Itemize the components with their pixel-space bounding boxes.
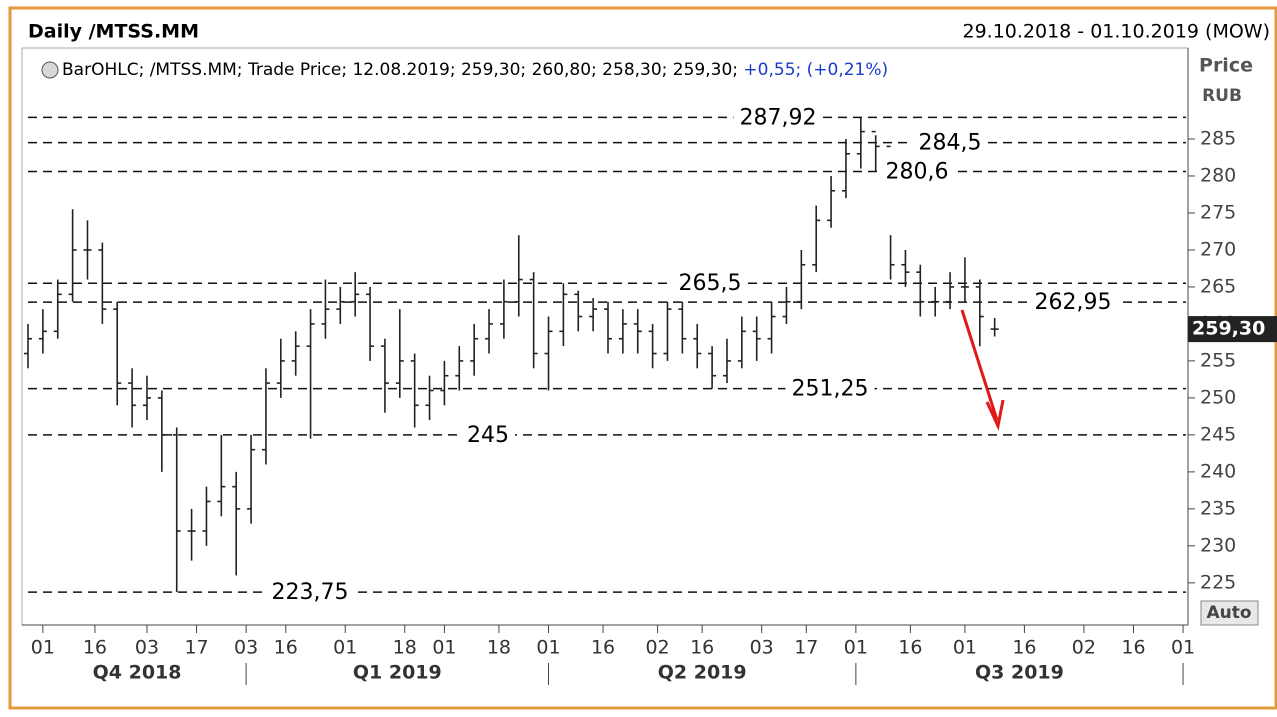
y-tick-label: 270	[1200, 238, 1236, 260]
legend-icon	[41, 61, 59, 79]
x-tick-label: 16	[274, 637, 298, 659]
x-tick-label: 18	[487, 637, 511, 659]
quarter-label: Q3 2019	[975, 662, 1064, 684]
x-tick-label: 01	[432, 637, 456, 659]
plot-area	[21, 47, 1189, 626]
level-label-bg	[912, 130, 988, 156]
x-tick-label: 18	[393, 637, 417, 659]
legend-text: BarOHLC; /MTSS.MM; Trade Price; 12.08.20…	[62, 60, 888, 80]
y-tick-label: 235	[1200, 497, 1236, 519]
x-tick-label: 16	[591, 637, 615, 659]
x-tick-label: 01	[844, 637, 868, 659]
x-tick-label: 01	[536, 637, 560, 659]
y-tick-label: 225	[1200, 571, 1236, 593]
y-tick-label: 230	[1200, 534, 1236, 556]
level-label: 251,25	[792, 377, 869, 402]
y-tick-label: 245	[1200, 423, 1236, 445]
quarter-label: Q1 2019	[353, 662, 442, 684]
quarter-label: Q4 2018	[93, 662, 182, 684]
y-tick-label: 280	[1200, 164, 1236, 186]
x-tick-label: 16	[690, 637, 714, 659]
x-tick-label: 03	[234, 637, 258, 659]
last-price-tag	[1188, 316, 1277, 343]
level-label: 223,75	[272, 580, 349, 605]
y-tick-label: 275	[1200, 201, 1236, 223]
x-tick-label: 01	[31, 637, 55, 659]
y-tick-label: 255	[1200, 349, 1236, 371]
auto-button[interactable]	[1200, 600, 1259, 626]
y-tick-label: 265	[1200, 275, 1236, 297]
level-label-bg	[785, 376, 875, 402]
x-tick-label: 16	[898, 637, 922, 659]
annotation-arrowhead	[985, 399, 1005, 431]
level-label-bg	[879, 159, 955, 185]
level-label: 265,5	[679, 271, 742, 296]
x-tick-label: 17	[794, 637, 818, 659]
level-label: 262,95	[1035, 290, 1112, 315]
x-tick-label: 03	[135, 637, 159, 659]
x-tick-label: 17	[184, 637, 208, 659]
x-tick-label: 02	[645, 637, 669, 659]
y-tick-label: 285	[1200, 127, 1236, 149]
chart-title: Daily /MTSS.MM	[28, 21, 199, 43]
last-price-label: 259,30	[1192, 318, 1265, 340]
level-label: 280,6	[886, 160, 949, 185]
auto-button-label[interactable]: Auto	[1206, 603, 1251, 623]
level-label-bg	[672, 271, 748, 297]
frame	[8, 6, 1277, 710]
level-label: 287,92	[740, 105, 817, 130]
level-label-bg	[1028, 290, 1118, 316]
quarter-label: Q2 2019	[658, 662, 747, 684]
level-label: 284,5	[919, 131, 982, 156]
y-tick-label: 250	[1200, 386, 1236, 408]
x-tick-label: 16	[1121, 637, 1145, 659]
date-range: 29.10.2018 - 01.10.2019 (MOW)	[962, 21, 1270, 43]
y-tick-label: 240	[1200, 460, 1236, 482]
legend-main: BarOHLC; /MTSS.MM; Trade Price; 12.08.20…	[62, 60, 738, 80]
x-tick-label: 03	[750, 637, 774, 659]
x-tick-label: 01	[1171, 637, 1195, 659]
annotation-arrow	[960, 309, 999, 421]
legend-change: +0,55; (+0,21%)	[743, 60, 888, 80]
x-tick-label: 02	[1072, 637, 1096, 659]
level-label: 245	[467, 423, 509, 448]
level-label-bg	[733, 105, 823, 131]
y-axis-label: Price	[1199, 55, 1253, 77]
x-tick-label: 01	[953, 637, 977, 659]
y-axis-label: RUB	[1202, 86, 1242, 106]
x-tick-label: 16	[1012, 637, 1036, 659]
x-tick-label: 01	[333, 637, 357, 659]
level-label-bg	[461, 422, 515, 448]
level-label-bg	[265, 580, 355, 606]
x-tick-label: 16	[83, 637, 107, 659]
